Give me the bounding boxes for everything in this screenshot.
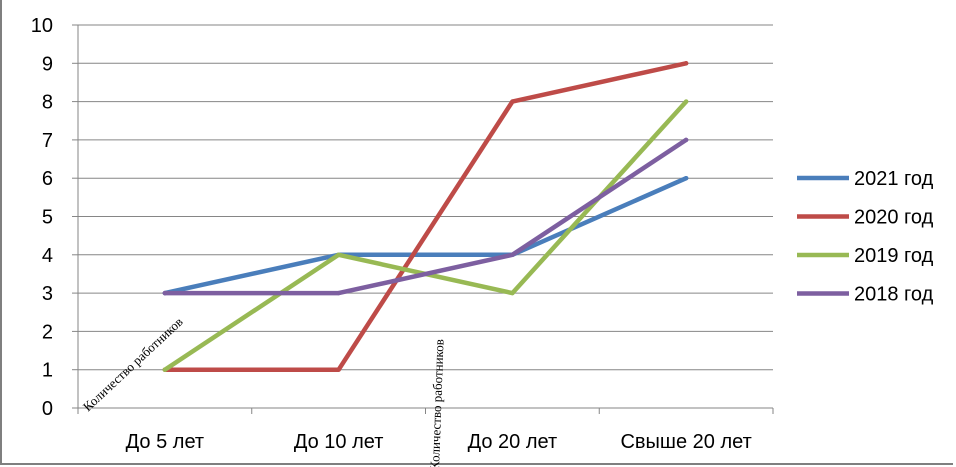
data-point xyxy=(510,99,515,104)
y-tick-label: 1 xyxy=(42,360,53,382)
x-tick-label: До 5 лет xyxy=(126,431,204,453)
y-tick-label: 6 xyxy=(42,168,53,190)
x-tick-labels: До 5 лет До 10 лет До 20 лет Свыше 20 лет xyxy=(126,431,752,453)
legend-label: 2021 год xyxy=(854,168,934,190)
data-point xyxy=(683,61,689,66)
series-lines xyxy=(162,61,689,372)
y-tick-label: 7 xyxy=(42,130,53,152)
y-tick-label: 8 xyxy=(42,92,53,114)
axes xyxy=(72,24,774,414)
data-point xyxy=(336,290,341,296)
data-point xyxy=(683,137,689,143)
y-tick-label: 0 xyxy=(42,398,53,420)
legend-label: 2020 год xyxy=(854,207,934,229)
data-point xyxy=(683,176,689,181)
y-tick-label: 3 xyxy=(42,283,53,305)
data-point xyxy=(683,99,689,104)
y-tick-label: 5 xyxy=(42,207,53,229)
data-point xyxy=(336,367,341,372)
x-tick-label: Свыше 20 лет xyxy=(620,431,751,453)
x-tick-label: До 10 лет xyxy=(294,431,384,453)
series-line-1 xyxy=(162,175,689,296)
legend: 2021 год 2020 год 2019 год 2018 год xyxy=(797,168,934,306)
y-tick-label: 2 xyxy=(42,321,53,343)
legend-label: 2018 год xyxy=(854,284,934,306)
annotation-label: Количество работников xyxy=(427,339,447,467)
y-tick-labels: 0 1 2 3 4 5 6 7 8 9 10 xyxy=(31,15,53,420)
data-point xyxy=(162,367,168,372)
series-line-2 xyxy=(162,61,689,372)
data-point xyxy=(510,252,515,257)
data-point xyxy=(162,290,168,296)
data-point xyxy=(510,290,515,296)
y-tick-label: 9 xyxy=(42,53,53,75)
series-line-4 xyxy=(162,137,689,296)
gridlines xyxy=(78,24,773,371)
legend-label: 2019 год xyxy=(854,245,934,267)
y-tick-label: 10 xyxy=(31,15,53,37)
x-tick-label: До 20 лет xyxy=(468,431,558,453)
y-tick-label: 4 xyxy=(42,245,53,267)
data-point xyxy=(336,252,341,257)
